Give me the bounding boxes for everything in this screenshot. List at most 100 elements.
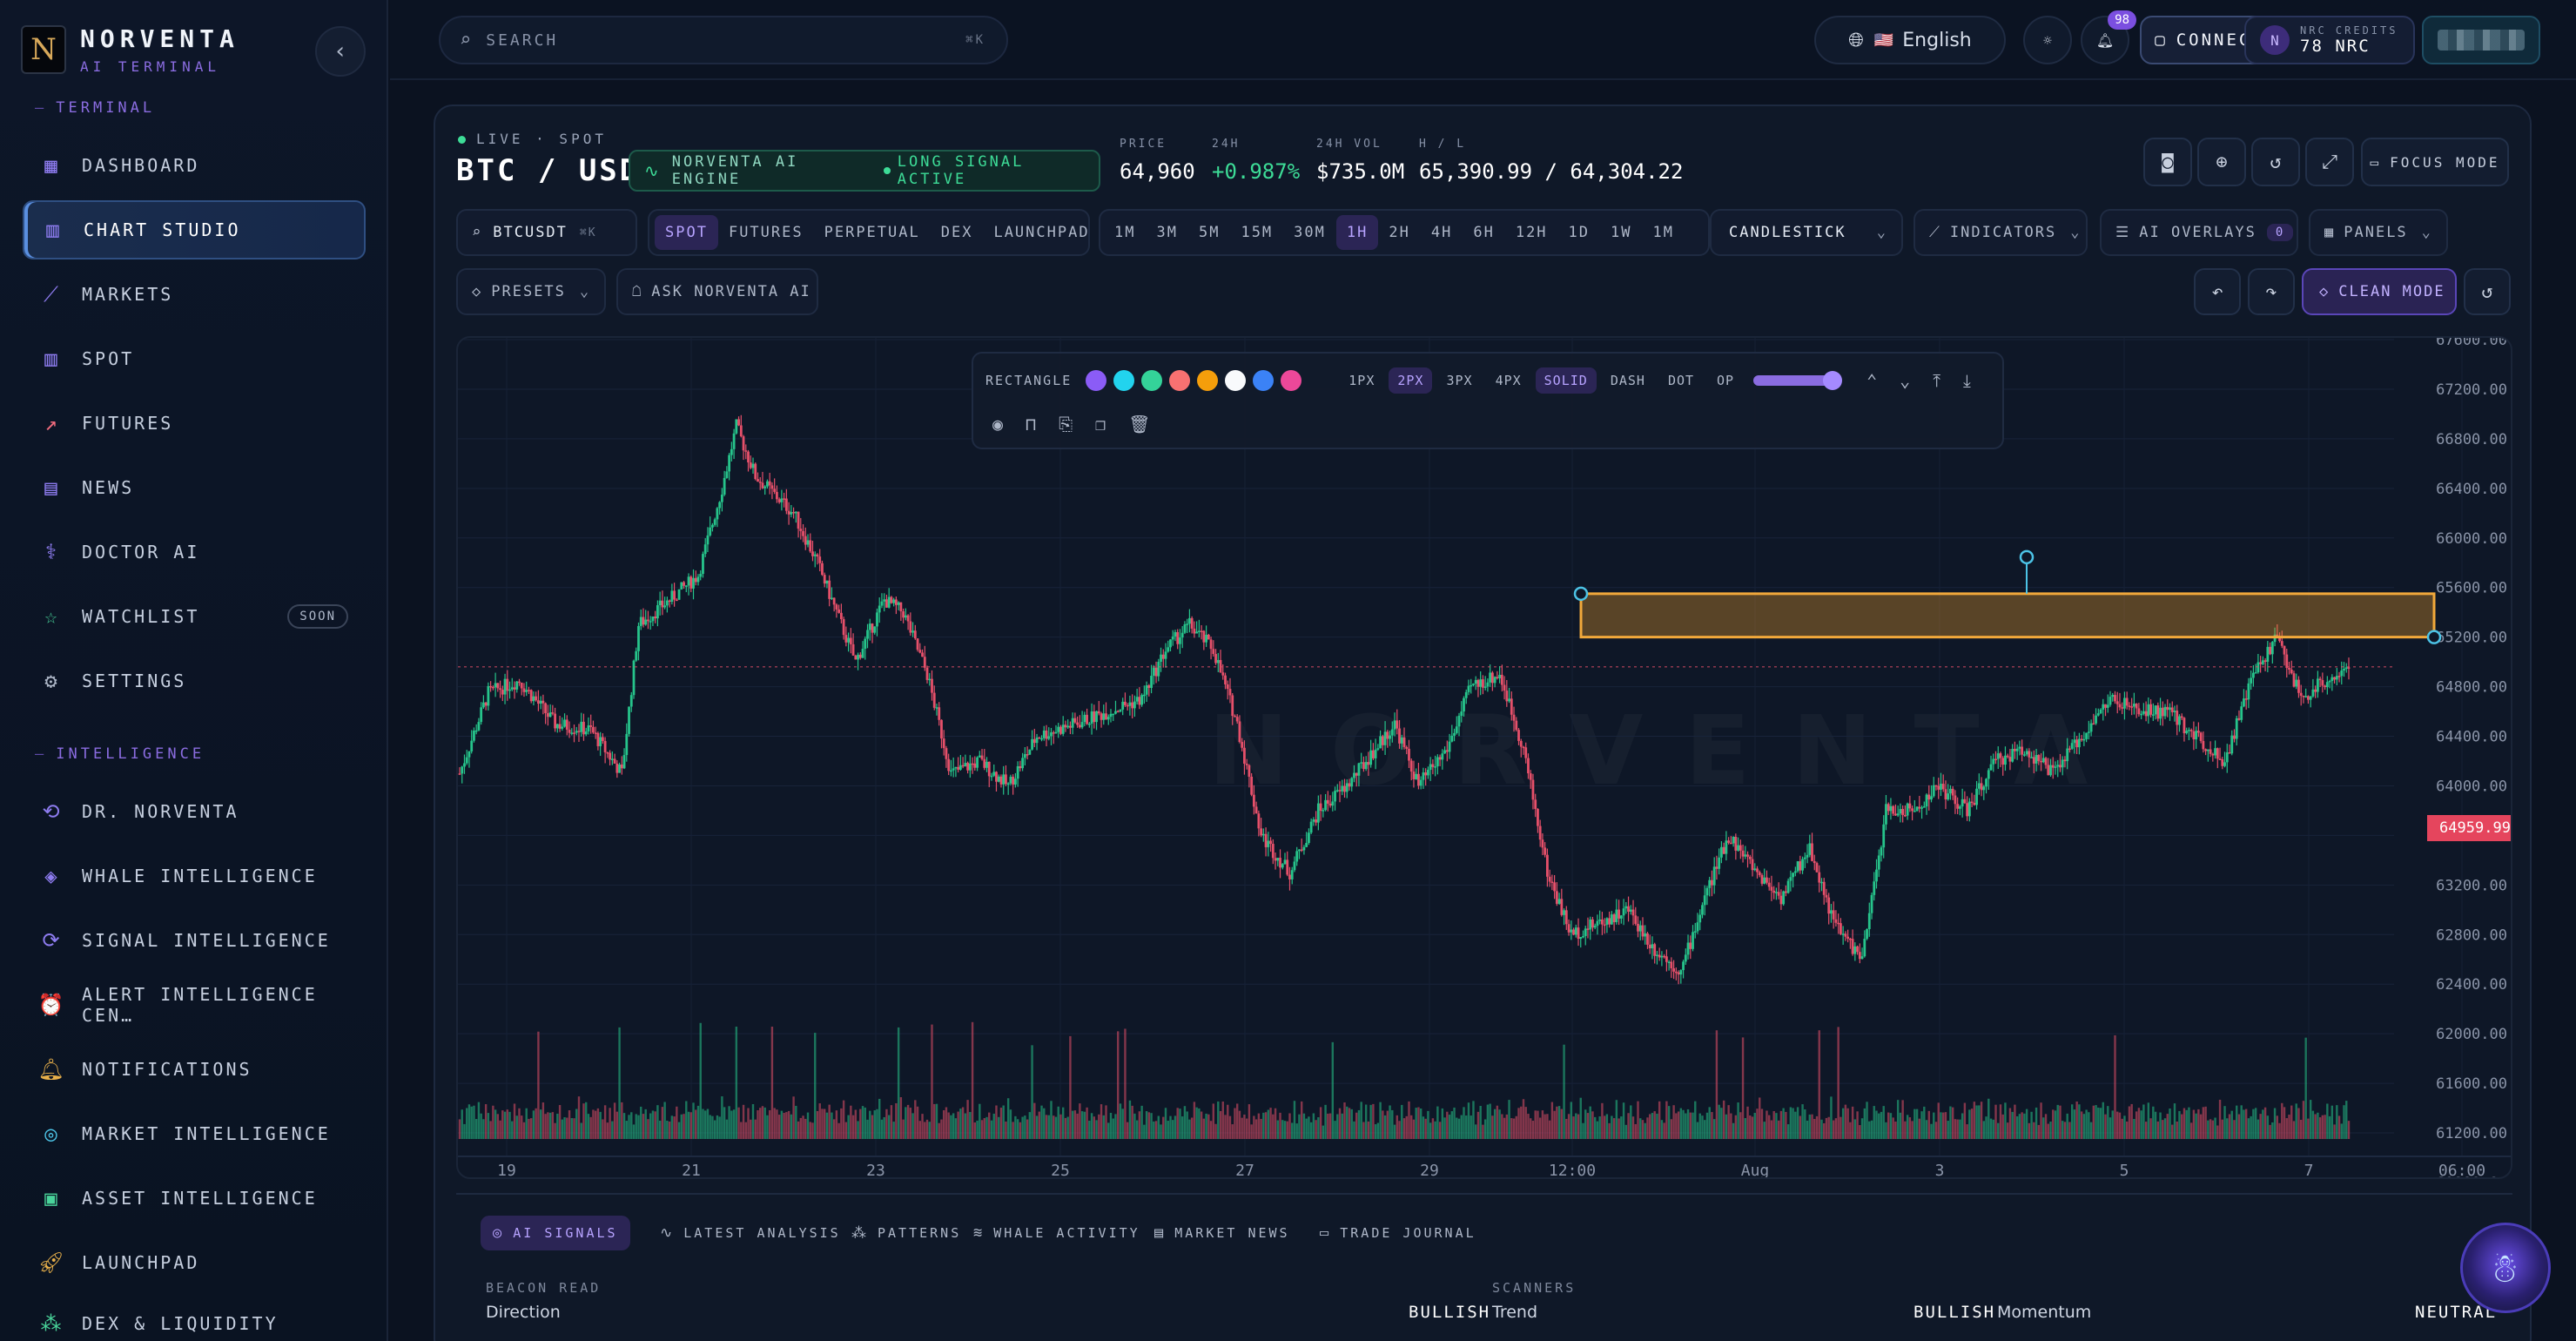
paste-icon[interactable]: ⎘ (1059, 414, 1073, 435)
ai-engine-badge[interactable]: ∿ NORVENTA AI ENGINE LONG SIGNAL ACTIVE (629, 150, 1100, 192)
timeframe-tab[interactable]: 1M (1652, 224, 1674, 241)
sidebar-item-doctor-ai[interactable]: ⚕ DOCTOR AI (23, 522, 366, 582)
chevron-up-icon[interactable]: ⌃ (1866, 370, 1878, 391)
sidebar-item-markets[interactable]: ⟋ MARKETS (23, 265, 366, 324)
language-selector[interactable]: 🌐︎ 🇺🇸 English (1814, 16, 2006, 64)
line-width-option[interactable]: 3PX (1446, 373, 1473, 388)
color-swatch[interactable] (1113, 370, 1135, 391)
sidebar-item-dashboard[interactable]: ▦ DASHBOARD (23, 136, 366, 195)
tab-market-news[interactable]: ▤ MARKET NEWS (1154, 1224, 1290, 1242)
timeframe-tab[interactable]: 1W (1611, 224, 1632, 241)
copy-icon[interactable]: ❐ (1095, 414, 1106, 435)
ai-overlays-button[interactable]: ☰ AI OVERLAYS 0 (2100, 209, 2298, 256)
market-tab-spot[interactable]: SPOT (655, 215, 718, 250)
volume-bar (825, 1112, 829, 1139)
lock-icon[interactable]: ⊓ (1026, 414, 1037, 435)
timeframe-tab[interactable]: 1M (1114, 224, 1136, 241)
candle-body (1493, 677, 1497, 684)
tab-latest-analysis[interactable]: ∿ LATEST ANALYSIS (660, 1224, 841, 1242)
symbol-selector[interactable]: ⌕ BTCUSDT ⌘K (456, 209, 637, 256)
timeframe-tab[interactable]: 2H (1389, 224, 1410, 241)
focus-mode-button[interactable]: ▭ FOCUS MODE (2361, 138, 2509, 186)
sidebar-item-spot[interactable]: ▥ SPOT (23, 329, 366, 388)
line-style-option[interactable]: DOT (1667, 373, 1695, 388)
notifications-button[interactable]: 🔔︎ 98 (2081, 10, 2136, 64)
bring-to-front-icon[interactable]: ⤒ (1933, 370, 1941, 391)
price-chart[interactable]: NORVENTA 67600.0067200.0066800.0066400.0… (456, 336, 2512, 1179)
credits-pill[interactable]: N NRC CREDITS 78 NRC (2244, 16, 2415, 64)
sidebar-item-futures[interactable]: ↗ FUTURES (23, 394, 366, 453)
tab-patterns[interactable]: ⁂ PATTERNS (851, 1224, 962, 1242)
line-width-option-selected[interactable]: 2PX (1389, 367, 1433, 394)
tab-whale-activity[interactable]: ≋ WHALE ACTIVITY (973, 1224, 1140, 1242)
clean-mode-button[interactable]: ◇ CLEAN MODE (2302, 268, 2457, 315)
timeframe-tab[interactable]: 4H (1430, 224, 1453, 241)
color-swatch[interactable] (1086, 370, 1107, 391)
timeframe-tab[interactable]: 5M (1198, 224, 1221, 241)
chart-type-select[interactable]: CANDLESTICK ⌄ (1710, 209, 1903, 256)
chevron-down-icon[interactable]: ⌄ (1900, 370, 1911, 391)
sidebar-item-settings[interactable]: ⚙ SETTINGS (23, 651, 366, 711)
eye-icon[interactable]: ◉ (992, 414, 1004, 435)
tab-trade-journal[interactable]: ▭ TRADE JOURNAL (1320, 1224, 1476, 1242)
market-tab-futures[interactable]: FUTURES (728, 224, 804, 241)
color-swatch[interactable] (1281, 370, 1302, 391)
theme-toggle-button[interactable]: ☼ (2023, 16, 2072, 64)
line-width-option[interactable]: 1PX (1349, 373, 1375, 388)
send-to-back-icon[interactable]: ⤓ (1963, 370, 1971, 391)
sidebar-item-market-intelligence[interactable]: ◎ MARKET INTELLIGENCE (23, 1104, 366, 1163)
sidebar-item-watchlist[interactable]: ☆ WATCHLIST SOON (23, 587, 366, 646)
ai-assistant-button[interactable]: ☃ (2460, 1223, 2551, 1313)
candlestick-chart[interactable]: 67600.0067200.0066800.0066400.0066000.00… (458, 338, 2512, 1179)
timeframe-tab[interactable]: 30M (1294, 224, 1326, 241)
color-swatch[interactable] (1197, 370, 1219, 391)
line-style-option-selected[interactable]: SOLID (1535, 367, 1597, 394)
redo-button[interactable]: ↷ (2248, 268, 2295, 315)
sidebar-item-dr-norventa[interactable]: ⟲ DR. NORVENTA (23, 782, 366, 841)
color-swatch[interactable] (1253, 370, 1275, 391)
timeframe-tab[interactable]: 1D (1568, 224, 1591, 241)
volume-bar (1190, 1117, 1194, 1139)
volume-bar (1033, 1102, 1036, 1139)
sidebar-item-asset-intelligence[interactable]: ▣ ASSET INTELLIGENCE (23, 1169, 366, 1228)
search-input[interactable]: ⌕ SEARCH ⌘K (439, 16, 1008, 64)
volume-bar (776, 1109, 778, 1139)
timeframe-tab[interactable]: 12H (1515, 224, 1548, 241)
reset-drawings-button[interactable]: ↺ (2464, 268, 2511, 315)
timeframe-tab[interactable]: 6H (1473, 224, 1495, 241)
color-swatch[interactable] (1225, 370, 1247, 391)
line-style-option[interactable]: DASH (1610, 373, 1645, 388)
screenshot-button[interactable]: ◙ (2143, 138, 2192, 186)
timeframe-tab[interactable]: 3M (1156, 224, 1178, 241)
sidebar-item-launchpad[interactable]: 🚀︎ LAUNCHPAD (23, 1233, 366, 1292)
sidebar-item-news[interactable]: ▤ NEWS (23, 458, 366, 517)
user-avatar[interactable] (2422, 16, 2540, 64)
fullscreen-button[interactable]: ⤢ (2305, 138, 2354, 186)
timeframe-tab-selected[interactable]: 1H (1335, 215, 1379, 250)
trash-icon[interactable]: 🗑︎ (1128, 414, 1151, 435)
ask-ai-button[interactable]: ☖ ASK NORVENTA AI (616, 268, 818, 315)
tab-ai-signals[interactable]: ◎ AI SIGNALS (481, 1216, 630, 1250)
collapse-sidebar-button[interactable]: ‹ (315, 26, 366, 77)
sidebar-item-notifications[interactable]: 🔔︎ NOTIFICATIONS (23, 1040, 366, 1099)
line-width-option[interactable]: 4PX (1495, 373, 1522, 388)
market-tab-perpetual[interactable]: PERPETUAL (824, 224, 920, 241)
brand[interactable]: N NORVENTA AI TERMINAL (21, 24, 239, 75)
sidebar-item-chart-studio[interactable]: ▥ CHART STUDIO (23, 200, 366, 259)
indicators-button[interactable]: ⟋ INDICATORS ⌄ (1914, 209, 2088, 256)
color-swatch[interactable] (1141, 370, 1163, 391)
presets-button[interactable]: ◇ PRESETS ⌄ (456, 268, 606, 315)
undo-button[interactable]: ↶ (2194, 268, 2241, 315)
panels-button[interactable]: ▦ PANELS ⌄ (2309, 209, 2448, 256)
opacity-slider[interactable] (1753, 371, 1843, 390)
reset-button[interactable]: ↺ (2251, 138, 2300, 186)
crosshair-button[interactable]: ⊕ (2197, 138, 2246, 186)
sidebar-item-dex-liquidity[interactable]: ⁂ DEX & LIQUIDITY (23, 1294, 366, 1341)
color-swatch[interactable] (1169, 370, 1191, 391)
timeframe-tab[interactable]: 15M (1241, 224, 1274, 241)
sidebar-item-alert-intelligence[interactable]: ⏰ ALERT INTELLIGENCE CEN… (23, 975, 366, 1034)
market-tab-launchpad[interactable]: LAUNCHPAD (993, 224, 1090, 241)
market-tab-dex[interactable]: DEX (940, 224, 973, 241)
sidebar-item-signal-intelligence[interactable]: ⟳ SIGNAL INTELLIGENCE (23, 911, 366, 970)
sidebar-item-whale-intelligence[interactable]: ◈ WHALE INTELLIGENCE (23, 846, 366, 906)
